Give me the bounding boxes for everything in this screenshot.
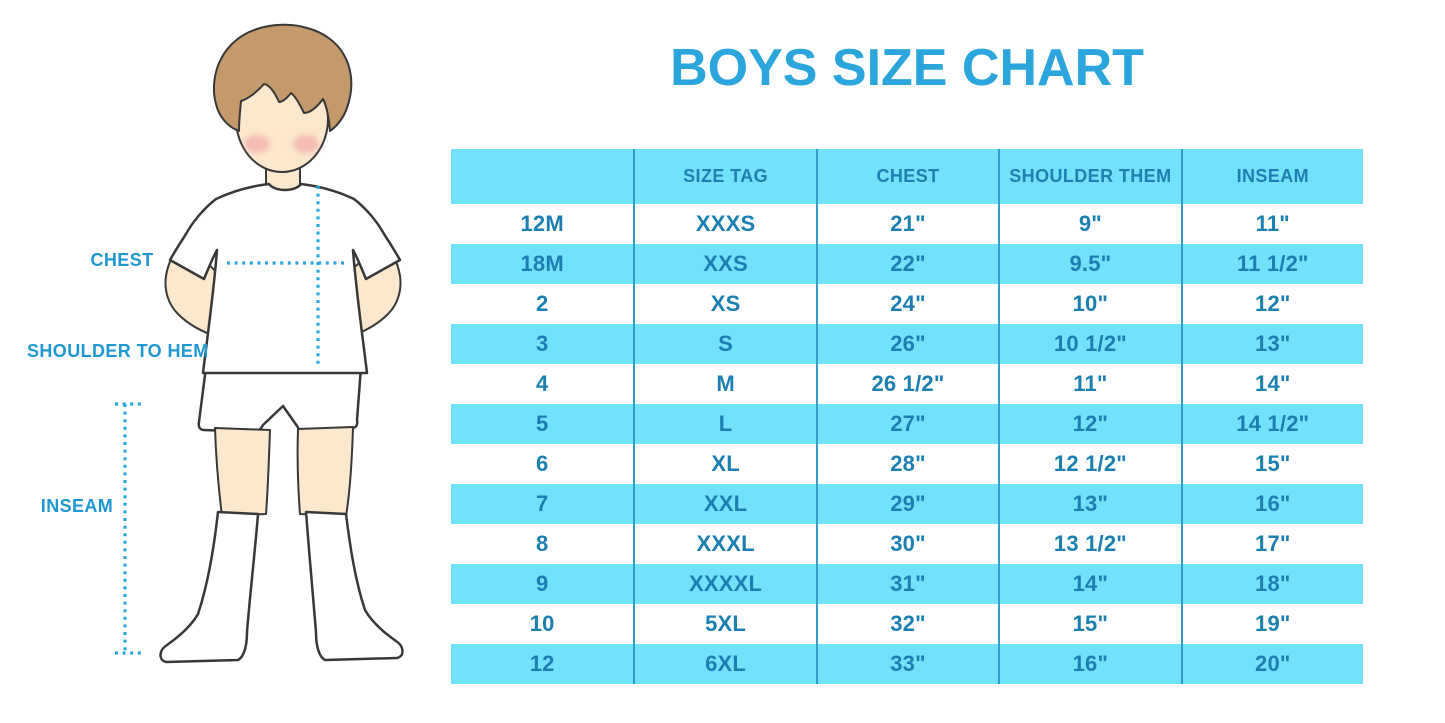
table-cell: 18" [1180, 564, 1363, 604]
column-header: SIZE TAG [633, 149, 815, 204]
table-cell: 20" [1180, 644, 1363, 684]
table-cell: 3 [535, 331, 549, 356]
table-cell: 26" [815, 324, 998, 364]
table-cell: 12 [529, 651, 555, 676]
table-cell: 30" [815, 524, 998, 564]
size-table: SIZE TAG CHEST SHOULDER THEM INSEAM 12M XXXS 2… [451, 149, 1363, 684]
table-row: 4 M 26 1/2" 11" 14" [451, 364, 1363, 404]
table-cell: 2 [535, 291, 549, 316]
table-row: 18M XXS 22" 9.5" 11 1/2" [451, 244, 1363, 284]
table-cell: 4 [535, 371, 549, 396]
table-cell: 13" [1180, 324, 1363, 364]
shoulder-to-hem-label: SHOULDER TO HEM [27, 341, 209, 361]
table-row: 5 L 27" 12" 14 1/2" [451, 404, 1363, 444]
column-header [451, 149, 633, 204]
table-cell: 14" [1180, 364, 1363, 404]
boy-cheeks [244, 135, 319, 153]
inseam-label: INSEAM [40, 496, 114, 516]
table-cell: 28" [815, 444, 998, 484]
table-cell: 14 1/2" [1180, 404, 1363, 444]
table-cell: 15" [998, 604, 1180, 644]
table-row: 8 XXXL 30" 13 1/2" 17" [451, 524, 1363, 564]
table-cell: XXXXL [633, 564, 815, 604]
table-cell: 10 [529, 611, 555, 636]
boy-left-sock [159, 510, 260, 664]
boy-hair [212, 23, 353, 132]
table-cell: 33" [815, 644, 998, 684]
table-cell: 9 [535, 571, 549, 596]
table-row: 6 XL 28" 12 1/2" 15" [451, 444, 1363, 484]
table-cell: 12" [1180, 284, 1363, 324]
table-cell: XXXL [633, 524, 815, 564]
boy-right-sock [304, 510, 404, 662]
table-cell: 15" [1180, 444, 1363, 484]
table-cell: 6 [535, 451, 549, 476]
table-cell: 13" [998, 484, 1180, 524]
table-row: 12M XXXS 21" 9" 11" [451, 204, 1363, 244]
table-cell: XS [633, 284, 815, 324]
table-cell: 22" [815, 244, 998, 284]
table-cell: 12 1/2" [998, 444, 1180, 484]
table-row: SIZE TAG CHEST SHOULDER THEM INSEAM [451, 149, 1363, 204]
table-cell: 29" [815, 484, 998, 524]
table-cell: 12" [998, 404, 1180, 444]
table-cell: 11 1/2" [1180, 244, 1363, 284]
table-cell: 24" [815, 284, 998, 324]
table-cell: 7 [535, 491, 549, 516]
table-cell: 8 [535, 531, 549, 556]
table-cell: 10" [998, 284, 1180, 324]
table-cell: XXXS [633, 204, 815, 244]
table-cell: 32" [815, 604, 998, 644]
table-cell: XL [633, 444, 815, 484]
table-row: 12 6XL 33" 16" 20" [451, 644, 1363, 684]
boy-right-leg [296, 426, 354, 517]
table-cell: 19" [1180, 604, 1363, 644]
column-header: INSEAM [1180, 149, 1363, 204]
boy-illustration [115, 23, 404, 664]
table-cell: 6XL [633, 644, 815, 684]
table-cell: 9.5" [998, 244, 1180, 284]
chest-label: CHEST [90, 250, 154, 270]
table-cell: L [633, 404, 815, 444]
table-cell: XXL [633, 484, 815, 524]
boy-left-leg [214, 427, 271, 517]
table-cell: 18M [520, 251, 564, 276]
page-title: BOYS SIZE CHART [670, 39, 1144, 97]
table-cell: 11" [998, 364, 1180, 404]
table-cell: 21" [815, 204, 998, 244]
table-cell: 13 1/2" [998, 524, 1180, 564]
table-cell: 31" [815, 564, 998, 604]
column-header: CHEST [815, 149, 998, 204]
table-cell: 26 1/2" [815, 364, 998, 404]
table-cell: XXS [633, 244, 815, 284]
table-cell: S [633, 324, 815, 364]
table-cell: 14" [998, 564, 1180, 604]
table-row: 2 XS 24" 10" 12" [451, 284, 1363, 324]
table-row: 3 S 26" 10 1/2" 13" [451, 324, 1363, 364]
column-header: SHOULDER THEM [998, 149, 1180, 204]
table-cell: 27" [815, 404, 998, 444]
boy-shorts [197, 365, 363, 434]
table-cell: 12M [520, 211, 564, 236]
table-cell: 16" [1180, 484, 1363, 524]
table-cell: 9" [998, 204, 1180, 244]
table-cell: 5XL [633, 604, 815, 644]
boy-shirt [168, 182, 402, 375]
table-cell: 11" [1180, 204, 1363, 244]
table-row: 7 XXL 29" 13" 16" [451, 484, 1363, 524]
table-cell: 17" [1180, 524, 1363, 564]
table-row: 9 XXXXL 31" 14" 18" [451, 564, 1363, 604]
table-row: 10 5XL 32" 15" 19" [451, 604, 1363, 644]
table-cell: M [633, 364, 815, 404]
table-cell: 5 [535, 411, 549, 436]
table-cell: 16" [998, 644, 1180, 684]
table-cell: 10 1/2" [998, 324, 1180, 364]
